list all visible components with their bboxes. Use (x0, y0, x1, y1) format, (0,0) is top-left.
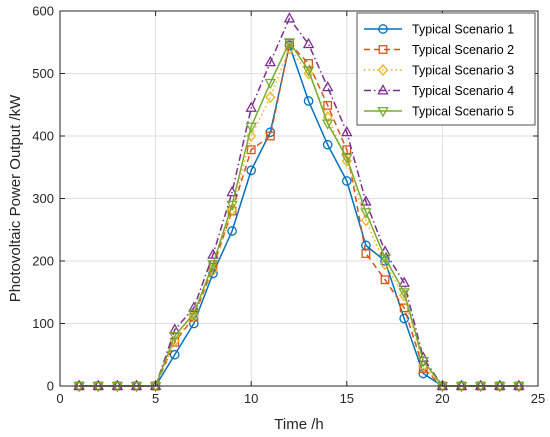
y-tick-label: 100 (32, 316, 54, 331)
series-3-point (169, 334, 180, 348)
series-5-point (494, 381, 506, 393)
series-4-point (92, 379, 104, 391)
legend-entry-2: Typical Scenario 2 (364, 43, 514, 57)
series-4-point (264, 55, 277, 67)
x-tick-label: 10 (244, 391, 258, 406)
series-5-point (283, 38, 296, 49)
legend-swatch-marker (377, 63, 389, 77)
x-tick-label: 20 (435, 391, 449, 406)
series-3-point (207, 264, 219, 277)
series-5-point (379, 253, 391, 265)
y-tick-label: 300 (32, 191, 54, 206)
series-2-point (323, 100, 333, 110)
series-2-point (246, 145, 256, 155)
series-5-point (474, 381, 487, 393)
x-tick-label: 15 (340, 391, 354, 406)
x-tick-label: 25 (531, 391, 545, 406)
legend-swatch-marker (377, 106, 389, 118)
series-5-point (417, 356, 429, 368)
legend-label: Typical Scenario 5 (412, 105, 514, 119)
series-4-point (130, 379, 143, 391)
x-tick-label: 0 (56, 391, 63, 406)
legend-entry-5: Typical Scenario 5 (364, 105, 514, 119)
series-4-point (513, 379, 525, 391)
series-4-point (245, 101, 257, 112)
legend-entry-4: Typical Scenario 4 (364, 84, 514, 98)
series-5-point (245, 122, 257, 134)
series-5-point (513, 381, 525, 393)
series-5-point (111, 381, 124, 393)
axis-ticks: 0 5 10 15 20 25 0 100 200 300 400 500 600 (32, 4, 545, 407)
legend-label: Typical Scenario 2 (412, 43, 514, 57)
series-4-point (149, 379, 162, 391)
series-5-point (264, 78, 277, 90)
series-4-point (360, 195, 372, 206)
series-1-point (169, 349, 180, 360)
legend-entry-1: Typical Scenario 1 (364, 23, 514, 37)
series-3-point (246, 129, 257, 143)
series-4-point (436, 379, 449, 391)
series-4-point (207, 248, 219, 259)
series-5-point (169, 331, 181, 343)
legend-swatch-marker (378, 24, 388, 34)
series-5-point (341, 153, 353, 165)
series-5-point (321, 119, 334, 130)
series-1-point (418, 368, 429, 379)
series-3-point (341, 154, 352, 168)
series-4-point (73, 379, 85, 391)
series-5-point (130, 381, 143, 393)
y-tick-label: 500 (32, 66, 54, 81)
series-5-point (92, 381, 104, 393)
series-5-point (207, 260, 219, 271)
legend-label: Typical Scenario 3 (412, 64, 514, 78)
series-1-point (303, 96, 314, 106)
series-5-point (226, 200, 238, 212)
series-5-point (360, 208, 372, 219)
series-4-point (321, 80, 334, 92)
legend: Typical Scenario 1 Typical Scenario 2 Typi… (356, 12, 536, 126)
series-5-point (73, 381, 85, 393)
series-5-point (188, 309, 200, 320)
series-4-point (283, 12, 296, 23)
legend-swatch-marker (378, 45, 388, 54)
series-4-point (226, 185, 238, 197)
series-1-point (399, 313, 410, 324)
series-2-point (265, 131, 275, 141)
series-4-point (302, 37, 315, 49)
y-tick-label: 0 (47, 379, 54, 394)
series-4-point (474, 379, 487, 391)
series-5-point (455, 381, 468, 393)
series-3-point (303, 67, 314, 80)
x-tick-label: 5 (152, 391, 159, 406)
y-tick-label: 400 (32, 129, 54, 144)
series-3-point (265, 91, 276, 104)
series-5-point (398, 288, 410, 299)
series-1-point (227, 226, 237, 236)
series-2-point (361, 249, 371, 258)
y-tick-label: 200 (32, 254, 54, 269)
series-2-point (380, 275, 390, 285)
legend-entry-3: Typical Scenario 3 (364, 64, 514, 78)
series-4-point (494, 379, 506, 391)
legend-label: Typical Scenario 1 (412, 23, 514, 37)
series-1-point (341, 176, 352, 186)
legend-swatch-marker (377, 84, 389, 95)
series-3-point (227, 203, 238, 216)
y-tick-label: 600 (32, 4, 54, 19)
series-4-point (341, 125, 353, 137)
series-4-point (398, 276, 410, 287)
series-1-point (246, 165, 257, 176)
legend-label: Typical Scenario 4 (412, 84, 514, 98)
series-1-point (322, 139, 333, 150)
series-4-point (111, 379, 124, 391)
series-5-point (302, 66, 315, 77)
series-4-point (455, 379, 468, 391)
x-axis-title: Time /h (274, 416, 323, 433)
y-axis-title: Photovoltaic Power Output /kW (7, 94, 24, 302)
